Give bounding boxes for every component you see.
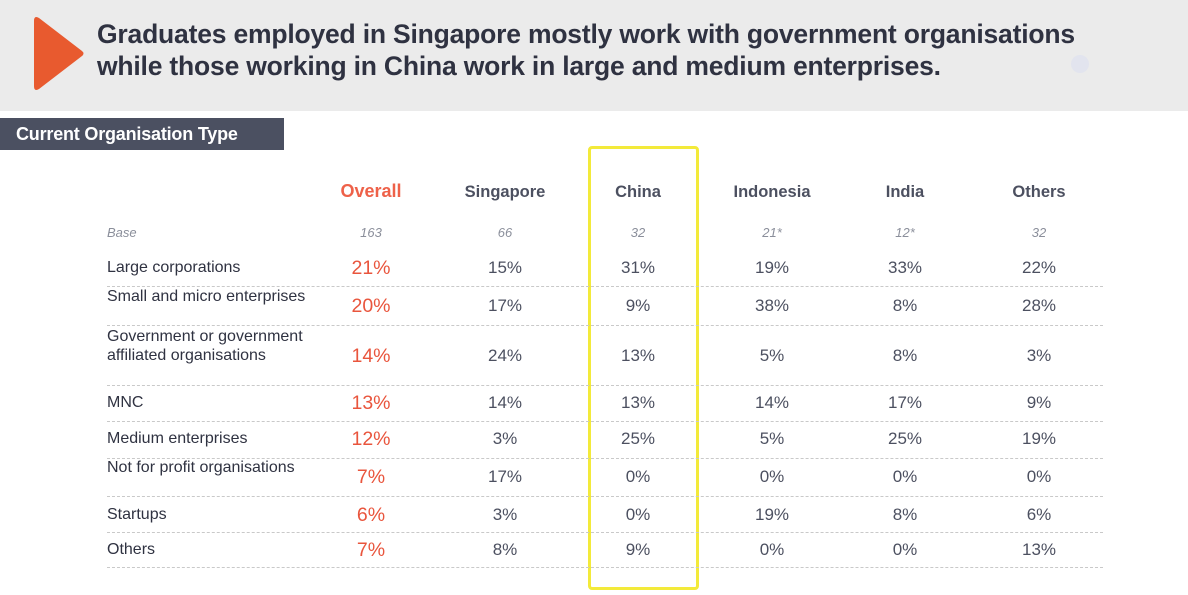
table-cell: 17% (887, 393, 923, 412)
table-cell: 19% (754, 258, 790, 277)
table-cell: 8% (892, 505, 918, 524)
table-cell: 6% (356, 504, 386, 526)
base-value: 32 (1031, 225, 1047, 240)
table-cell: 13% (620, 393, 656, 412)
column-header-overall: Overall (340, 181, 402, 201)
column-header-singapore: Singapore (464, 183, 546, 201)
base-value: 12* (895, 225, 915, 240)
table-cell: 0% (892, 540, 918, 559)
row-label: Government or government affiliated orga… (107, 328, 303, 364)
base-value: 21* (762, 225, 782, 240)
table-cell: 14% (754, 393, 790, 412)
table-cell: 19% (754, 505, 790, 524)
row-label: Small and micro enterprises (107, 287, 306, 305)
row-divider (107, 421, 1103, 422)
table-cell: 3% (492, 505, 518, 524)
title-line-2: while those working in China work in lar… (97, 51, 941, 81)
table-cell: 17% (487, 467, 523, 486)
table-cell: 0% (892, 467, 918, 486)
section-label: Current Organisation Type (0, 118, 284, 150)
table-cell: 3% (1026, 346, 1052, 365)
china-column-highlight (588, 146, 699, 590)
column-header-india: India (885, 183, 925, 201)
row-label: Not for profit organisations (107, 458, 295, 476)
table-cell: 3% (492, 429, 518, 448)
table-cell: 20% (351, 295, 391, 317)
table-cell: 33% (887, 258, 923, 277)
play-icon (34, 17, 84, 90)
table-cell: 14% (351, 345, 391, 367)
title-line-1: Graduates employed in Singapore mostly w… (97, 19, 1075, 49)
table-cell: 25% (620, 429, 656, 448)
table-cell: 15% (487, 258, 523, 277)
table-cell: 7% (356, 466, 386, 488)
row-label: Large corporations (107, 258, 241, 276)
table-cell: 7% (356, 539, 386, 561)
row-divider (107, 567, 1103, 568)
base-value: 163 (360, 225, 382, 240)
table-cell: 24% (487, 346, 523, 365)
table-cell: 0% (625, 467, 651, 486)
decorative-dot (1071, 55, 1089, 73)
table-cell: 9% (625, 540, 651, 559)
row-divider (107, 458, 1103, 459)
row-divider (107, 385, 1103, 386)
table-cell: 8% (892, 296, 918, 315)
table-cell: 22% (1021, 258, 1057, 277)
row-divider (107, 532, 1103, 533)
row-label: Others (107, 540, 156, 558)
table-cell: 8% (892, 346, 918, 365)
row-divider (107, 496, 1103, 497)
table-cell: 0% (759, 467, 785, 486)
table-cell: 31% (620, 258, 656, 277)
table-cell: 9% (1026, 393, 1052, 412)
row-divider (107, 286, 1103, 287)
table-cell: 17% (487, 296, 523, 315)
table-cell: 13% (351, 392, 391, 414)
table-cell: 0% (625, 505, 651, 524)
table-cell: 5% (759, 429, 785, 448)
base-value: 32 (630, 225, 646, 240)
base-label: Base (107, 225, 137, 240)
table-cell: 13% (1021, 540, 1057, 559)
table-cell: 25% (887, 429, 923, 448)
header-banner: Graduates employed in Singapore mostly w… (0, 0, 1188, 111)
table-cell: 8% (492, 540, 518, 559)
row-label: Startups (107, 505, 167, 523)
table-cell: 6% (1026, 505, 1052, 524)
table-cell: 9% (625, 296, 651, 315)
row-label: Medium enterprises (107, 429, 248, 447)
column-header-others: Others (1012, 183, 1066, 201)
table-cell: 14% (487, 393, 523, 412)
table-cell: 5% (759, 346, 785, 365)
table-cell: 12% (351, 428, 391, 450)
page-title: Graduates employed in Singapore mostly w… (97, 18, 1177, 82)
base-value: 66 (497, 225, 513, 240)
row-label: MNC (107, 393, 144, 411)
table-cell: 19% (1021, 429, 1057, 448)
table-cell: 13% (620, 346, 656, 365)
row-divider (107, 325, 1103, 326)
table-cell: 21% (351, 257, 391, 279)
table-cell: 0% (759, 540, 785, 559)
table-cell: 28% (1021, 296, 1057, 315)
column-header-china: China (615, 183, 661, 201)
column-header-indonesia: Indonesia (733, 183, 811, 201)
table-cell: 0% (1026, 467, 1052, 486)
table-cell: 38% (754, 296, 790, 315)
